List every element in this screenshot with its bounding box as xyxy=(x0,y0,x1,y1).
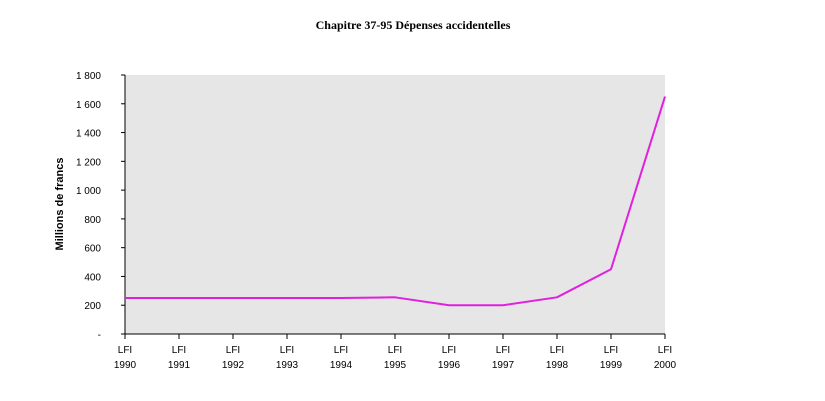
x-tick-label: LFI 2000 xyxy=(654,345,677,371)
x-tick-label: LFI 1993 xyxy=(276,345,299,371)
y-tick-label: - xyxy=(98,330,101,341)
plot-area xyxy=(125,75,665,334)
y-tick-label: 1 600 xyxy=(76,100,101,111)
x-tick-label: LFI 1990 xyxy=(114,345,137,371)
y-tick-label: 600 xyxy=(84,244,101,255)
chart-title: Chapitre 37-95 Dépenses accidentelles xyxy=(316,18,511,32)
x-tick-label: LFI 1996 xyxy=(438,345,461,371)
x-tick-label: LFI 1998 xyxy=(546,345,569,371)
y-axis-label: Millions de francs xyxy=(54,158,66,251)
y-tick-label: 1 200 xyxy=(76,157,101,168)
y-tick-label: 800 xyxy=(84,215,101,226)
y-axis: - 200 400 600 800 1 000 1 200 1 400 1 600 1 800 xyxy=(76,71,126,341)
x-tick-label: LFI 1999 xyxy=(600,345,623,371)
y-tick-label: 1 800 xyxy=(76,71,101,82)
x-tick-label: LFI 1991 xyxy=(168,345,191,371)
y-tick-label: 1 000 xyxy=(76,186,101,197)
x-tick-label: LFI 1992 xyxy=(222,345,245,371)
series-layer xyxy=(125,96,666,307)
x-axis: LFI 1990 LFI 1991 LFI 1992 LFI 1993 LFI 1994 LFI 19… xyxy=(114,333,677,371)
x-tick-label: LFI 1995 xyxy=(384,345,407,371)
series-line xyxy=(125,96,666,307)
x-tick-label: LFI 1997 xyxy=(492,345,515,371)
y-tick-label: 200 xyxy=(84,301,101,312)
y-tick-label: 400 xyxy=(84,272,101,283)
x-tick-label: LFI 1994 xyxy=(330,345,353,371)
y-tick-label: 1 400 xyxy=(76,129,101,140)
